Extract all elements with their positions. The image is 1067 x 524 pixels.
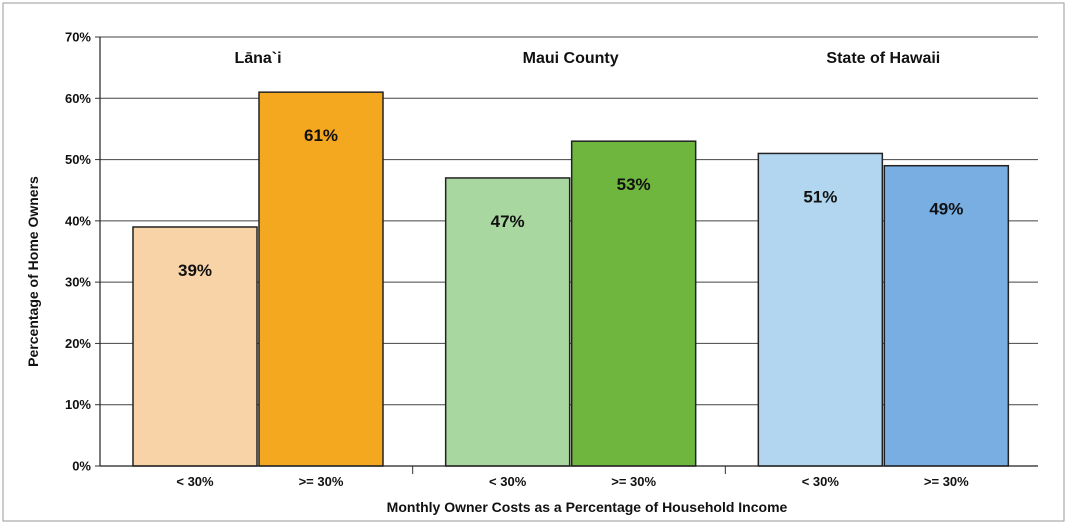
y-tick-label: 20% bbox=[65, 336, 91, 351]
y-tick-label: 70% bbox=[65, 30, 91, 45]
x-axis-title: Monthly Owner Costs as a Percentage of H… bbox=[387, 499, 788, 515]
y-tick-label: 60% bbox=[65, 91, 91, 106]
x-tick-label: < 30% bbox=[489, 474, 527, 489]
data-label: 51% bbox=[803, 187, 837, 206]
data-label: 49% bbox=[929, 200, 963, 219]
y-tick-label: 40% bbox=[65, 213, 91, 228]
bar bbox=[259, 92, 383, 466]
y-tick-label: 50% bbox=[65, 152, 91, 167]
data-label: 53% bbox=[617, 175, 651, 194]
x-tick-label: >= 30% bbox=[924, 474, 969, 489]
x-tick-label: < 30% bbox=[802, 474, 840, 489]
x-tick-label: >= 30% bbox=[299, 474, 344, 489]
y-tick-label: 0% bbox=[72, 459, 91, 474]
x-tick-label: >= 30% bbox=[611, 474, 656, 489]
group-title: State of Hawaii bbox=[826, 50, 940, 67]
group-title: Maui County bbox=[523, 50, 619, 67]
group-title: Lāna`i bbox=[234, 50, 281, 67]
data-label: 47% bbox=[491, 212, 525, 231]
y-tick-label: 30% bbox=[65, 275, 91, 290]
y-tick-label: 10% bbox=[65, 397, 91, 412]
x-tick-label: < 30% bbox=[176, 474, 214, 489]
y-axis-title: Percentage of Home Owners bbox=[25, 176, 41, 367]
data-label: 61% bbox=[304, 126, 338, 145]
data-label: 39% bbox=[178, 261, 212, 280]
